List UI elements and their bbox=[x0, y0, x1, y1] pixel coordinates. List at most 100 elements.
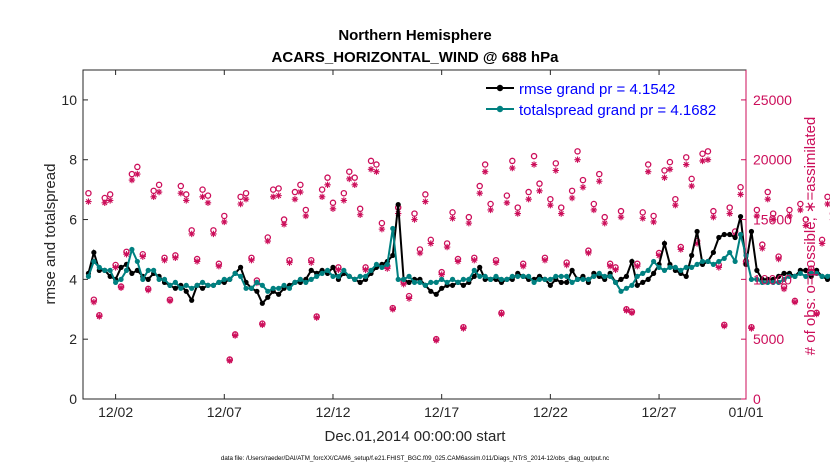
totalspread-point bbox=[314, 273, 320, 279]
obs-assimilated-point bbox=[128, 176, 136, 184]
obs-assimilated-point bbox=[106, 197, 114, 204]
totalspread-point bbox=[357, 273, 363, 279]
totalspread-point bbox=[683, 264, 689, 270]
obs-possible-point bbox=[764, 188, 771, 196]
rmse-point bbox=[754, 267, 760, 273]
totalspread-point bbox=[221, 276, 227, 282]
legend-spread-marker bbox=[496, 105, 504, 113]
totalspread-point bbox=[324, 267, 331, 273]
obs-assimilated-point bbox=[541, 257, 549, 264]
obs-assimilated-point bbox=[389, 306, 396, 313]
obs-possible-point bbox=[242, 189, 250, 197]
totalspread-point bbox=[699, 258, 706, 265]
totalspread-point bbox=[129, 246, 135, 253]
obs-assimilated-point bbox=[552, 167, 559, 174]
x-tick-label: 12/22 bbox=[533, 404, 568, 420]
totalspread-point bbox=[85, 273, 92, 279]
totalspread-point bbox=[694, 261, 700, 268]
rmse-point bbox=[129, 270, 135, 276]
obs-assimilated-point bbox=[427, 240, 435, 247]
totalspread-point bbox=[297, 276, 303, 282]
obs-assimilated-point bbox=[356, 211, 364, 218]
obs-possible-point bbox=[514, 204, 522, 211]
rmse-point bbox=[623, 273, 630, 279]
totalspread-point bbox=[281, 282, 287, 288]
obs-assimilated-point bbox=[568, 194, 576, 202]
obs-assimilated-point bbox=[802, 222, 809, 229]
totalspread-point bbox=[716, 258, 722, 265]
rmse-point bbox=[721, 231, 727, 238]
rmse-point bbox=[449, 282, 456, 288]
totalspread-point bbox=[466, 276, 472, 282]
obs-possible-point bbox=[329, 199, 337, 207]
obs-possible-point bbox=[378, 219, 386, 227]
obs-assimilated-point bbox=[661, 174, 668, 181]
obs-assimilated-point bbox=[117, 284, 125, 291]
obs-assimilated-point bbox=[308, 259, 315, 266]
totalspread-point bbox=[487, 276, 494, 282]
obs-assimilated-point bbox=[248, 257, 255, 264]
totalspread-point bbox=[368, 267, 374, 273]
obs-assimilated-point bbox=[215, 263, 223, 270]
totalspread-point bbox=[172, 279, 178, 285]
rmse-point bbox=[781, 270, 787, 276]
obs-assimilated-point bbox=[166, 297, 174, 305]
chart-title: Northern Hemisphere bbox=[338, 27, 491, 44]
x-tick-label: 12/27 bbox=[642, 404, 677, 420]
totalspread-series bbox=[85, 225, 830, 294]
rmse-point bbox=[390, 252, 396, 259]
obs-possible-point bbox=[530, 152, 538, 160]
right-axis-ticks: 0 5000 10000 15000 20000 25000 bbox=[741, 70, 792, 407]
obs-assimilated-point bbox=[677, 246, 684, 253]
obs-assimilated-point bbox=[530, 161, 538, 168]
totalspread-point bbox=[335, 273, 342, 279]
obs-assimilated-point bbox=[405, 295, 413, 302]
totalspread-point bbox=[270, 285, 276, 291]
totalspread-point bbox=[754, 276, 760, 282]
obs-possible-point bbox=[699, 150, 706, 157]
totalspread-point bbox=[808, 270, 814, 276]
obs-assimilated-point bbox=[438, 271, 445, 278]
totalspread-point bbox=[640, 270, 646, 276]
x-tick-label: 12/12 bbox=[315, 404, 350, 420]
obs-possible-point bbox=[449, 209, 456, 216]
obs-assimilated-point bbox=[433, 337, 440, 344]
obs-possible-point bbox=[617, 207, 625, 215]
totalspread-point bbox=[824, 273, 830, 279]
obs-possible-point bbox=[552, 160, 560, 167]
obs-possible-point bbox=[536, 180, 543, 187]
rmse-point bbox=[564, 279, 570, 285]
rmse-point bbox=[145, 276, 151, 282]
obs-assimilated-point bbox=[96, 313, 103, 320]
obs-assimilated-point bbox=[786, 212, 793, 220]
left-tick-label: 2 bbox=[69, 331, 77, 347]
obs-assimilated-point bbox=[237, 200, 244, 208]
obs-assimilated-point bbox=[769, 216, 777, 223]
obs-assimilated-point bbox=[150, 193, 157, 201]
obs-possible-point bbox=[704, 148, 712, 155]
obs-assimilated-point bbox=[416, 249, 424, 257]
rmse-point bbox=[737, 213, 744, 220]
obs-possible-point bbox=[487, 200, 494, 208]
totalspread-point bbox=[319, 270, 325, 276]
obs-possible-point bbox=[106, 191, 114, 198]
right-axis-label: # of obs: o=possible; ∗=assimilated bbox=[802, 117, 819, 356]
obs-possible-point bbox=[786, 206, 793, 214]
totalspread-point bbox=[797, 270, 803, 276]
totalspread-point bbox=[504, 276, 510, 282]
obs-assimilated-point bbox=[639, 215, 646, 222]
obs-possible-point bbox=[204, 192, 212, 199]
obs-assimilated-point bbox=[666, 166, 674, 173]
x-tick-label: 12/07 bbox=[207, 404, 242, 420]
totalspread-point bbox=[91, 258, 97, 265]
totalspread-point bbox=[308, 276, 314, 282]
obs-possible-point bbox=[422, 191, 429, 198]
rmse-point bbox=[694, 228, 700, 235]
totalspread-point bbox=[803, 273, 809, 279]
rmse-point bbox=[569, 267, 575, 273]
obs-assimilated-point bbox=[264, 237, 271, 245]
totalspread-point bbox=[748, 276, 755, 282]
obs-assimilated-point bbox=[291, 196, 299, 203]
totalspread-point bbox=[623, 285, 630, 291]
obs-assimilated-point bbox=[101, 199, 108, 206]
